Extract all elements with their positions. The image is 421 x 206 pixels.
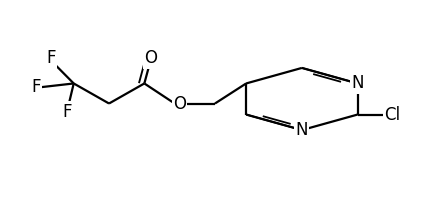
- Text: Cl: Cl: [384, 105, 400, 124]
- Text: F: F: [32, 78, 41, 96]
- Text: O: O: [144, 49, 157, 67]
- Text: N: N: [352, 74, 364, 92]
- Text: F: F: [46, 49, 56, 67]
- Text: N: N: [296, 121, 308, 139]
- Text: O: O: [173, 95, 186, 112]
- Text: F: F: [63, 103, 72, 121]
